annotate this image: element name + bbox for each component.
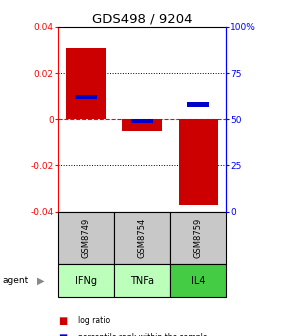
Text: GSM8754: GSM8754 bbox=[137, 218, 147, 258]
Bar bbox=[187, 102, 209, 107]
Bar bbox=[179, 119, 218, 205]
Bar bbox=[170, 264, 226, 297]
Title: GDS498 / 9204: GDS498 / 9204 bbox=[92, 13, 192, 26]
Bar bbox=[114, 264, 170, 297]
Bar bbox=[58, 212, 114, 264]
Bar bbox=[131, 119, 153, 123]
Text: TNFa: TNFa bbox=[130, 276, 154, 286]
Text: GSM8749: GSM8749 bbox=[81, 218, 90, 258]
Bar bbox=[75, 95, 97, 99]
Bar bbox=[170, 212, 226, 264]
Text: ■: ■ bbox=[58, 333, 67, 336]
Bar bbox=[66, 48, 106, 119]
Text: log ratio: log ratio bbox=[78, 317, 110, 325]
Text: IFNg: IFNg bbox=[75, 276, 97, 286]
Text: GSM8759: GSM8759 bbox=[194, 218, 203, 258]
Text: ■: ■ bbox=[58, 316, 67, 326]
Text: ▶: ▶ bbox=[37, 276, 44, 286]
Bar bbox=[58, 264, 114, 297]
Text: percentile rank within the sample: percentile rank within the sample bbox=[78, 333, 208, 336]
Text: agent: agent bbox=[3, 276, 29, 285]
Text: IL4: IL4 bbox=[191, 276, 205, 286]
Bar bbox=[122, 119, 162, 131]
Bar bbox=[114, 212, 170, 264]
